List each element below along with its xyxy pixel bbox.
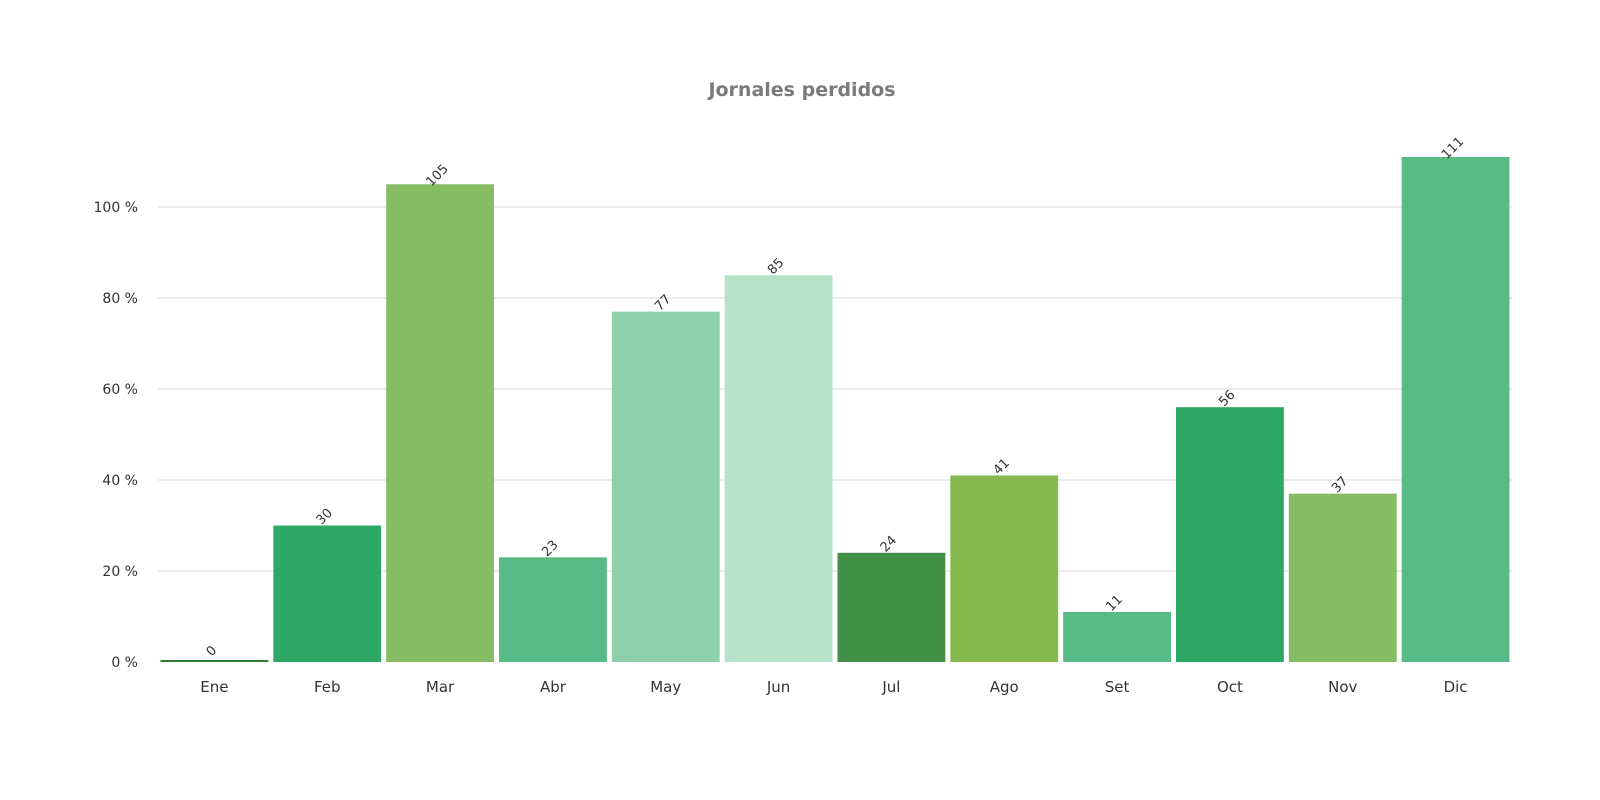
data-label-jun: 85 (765, 256, 787, 278)
data-label-abr: 23 (539, 538, 561, 560)
data-label-ene: 0 (204, 643, 220, 659)
data-label-oct: 56 (1216, 388, 1238, 410)
x-tick-dic: Dic (1444, 678, 1468, 696)
y-tick-label: 60 % (102, 382, 138, 398)
data-label-feb: 30 (314, 506, 336, 528)
x-tick-nov: Nov (1328, 678, 1357, 696)
x-tick-jul: Jul (881, 678, 900, 696)
bar-set (1063, 611, 1171, 662)
bar-may (611, 311, 720, 662)
bar-oct (1176, 407, 1284, 662)
x-tick-ene: Ene (200, 678, 228, 696)
data-label-set: 11 (1103, 592, 1125, 614)
bar-dic (1401, 156, 1510, 662)
x-tick-oct: Oct (1217, 678, 1243, 696)
data-label-may: 77 (652, 292, 674, 314)
bar-abr (499, 557, 607, 662)
x-tick-set: Set (1105, 678, 1130, 696)
x-tick-jun: Jun (766, 678, 790, 696)
x-tick-feb: Feb (314, 678, 341, 696)
bar-nov (1288, 493, 1397, 662)
bar-mar (386, 184, 494, 662)
y-tick-label: 20 % (102, 564, 138, 580)
x-tick-abr: Abr (540, 678, 567, 696)
data-label-jul: 24 (878, 533, 900, 555)
bar-ago (950, 475, 1059, 662)
bar-feb (273, 525, 382, 662)
x-tick-may: May (650, 678, 681, 696)
data-label-nov: 37 (1329, 474, 1351, 496)
x-axis-categories: Ene Feb Mar Abr May Jun Jul Ago Set Oct Nov Dic (200, 678, 1467, 696)
y-tick-label: 0 % (111, 655, 138, 671)
bar-jul (837, 552, 946, 662)
bars (160, 156, 1510, 662)
x-tick-ago: Ago (990, 678, 1019, 696)
y-tick-label: 40 % (102, 473, 138, 489)
y-tick-label: 80 % (102, 291, 138, 307)
gridlines (158, 206, 1512, 572)
data-label-ago: 41 (991, 456, 1013, 478)
x-tick-mar: Mar (426, 678, 455, 696)
y-tick-label: 100 % (94, 200, 138, 216)
y-axis-ticks: 0 % 20 % 40 % 60 % 80 % 100 % (94, 200, 138, 671)
bar-jun (724, 275, 833, 662)
chart-title: Jornales perdidos (706, 79, 895, 101)
bar-ene (160, 660, 269, 662)
